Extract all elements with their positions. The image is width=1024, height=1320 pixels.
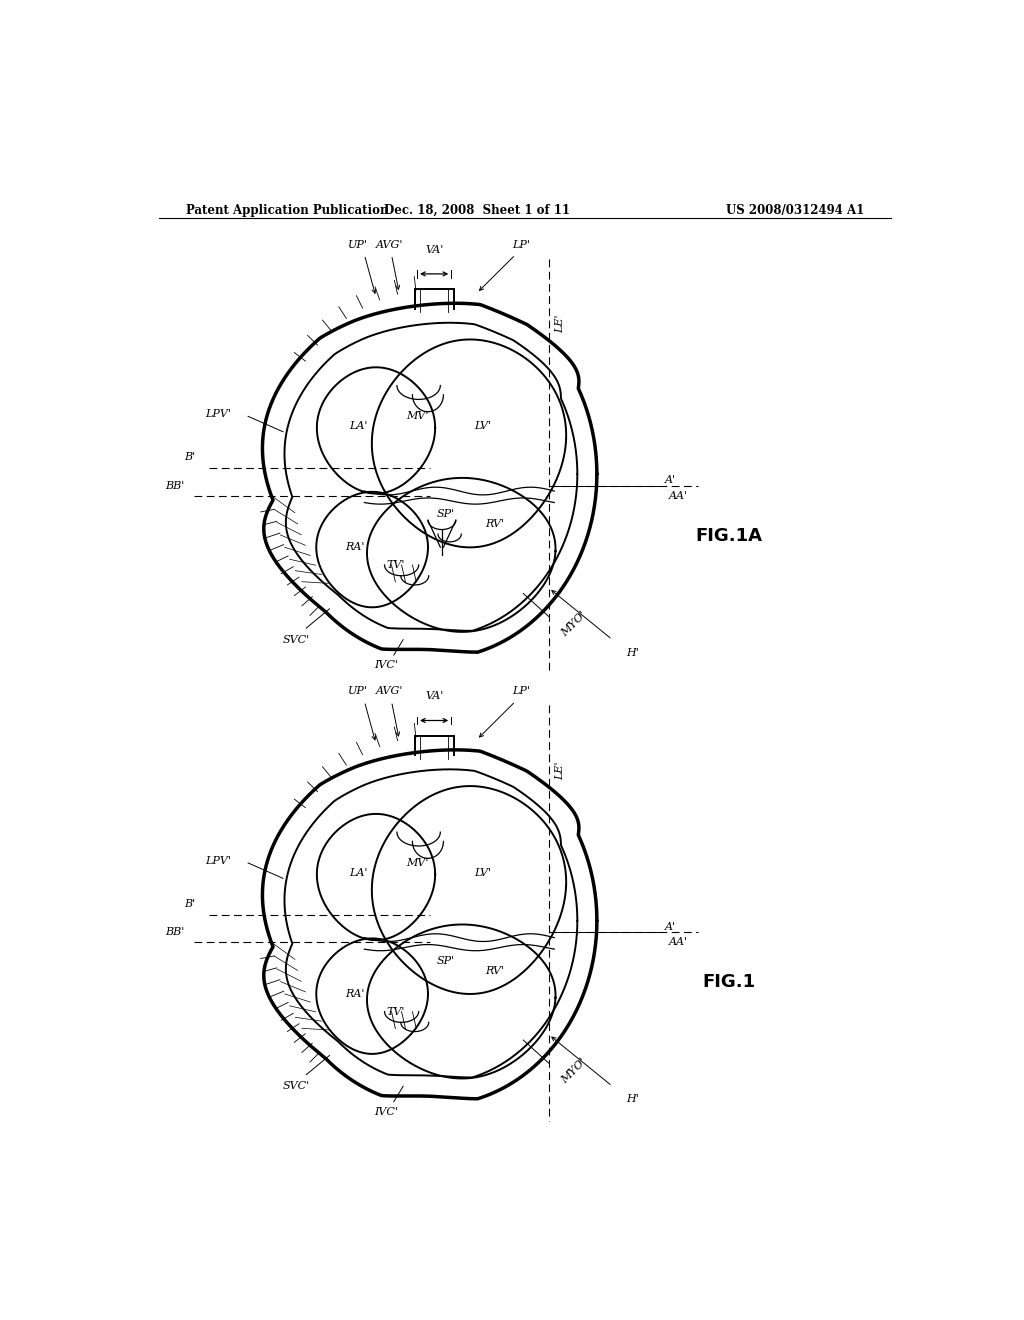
Text: BB': BB' <box>165 927 184 937</box>
Text: BB': BB' <box>165 480 184 491</box>
Text: FIG.1: FIG.1 <box>702 973 755 991</box>
Text: B': B' <box>184 899 196 908</box>
Text: LPV': LPV' <box>205 409 231 418</box>
Text: LPV': LPV' <box>205 855 231 866</box>
Text: A': A' <box>665 475 676 486</box>
Text: LE': LE' <box>555 762 564 780</box>
Text: Dec. 18, 2008  Sheet 1 of 11: Dec. 18, 2008 Sheet 1 of 11 <box>384 205 569 218</box>
Text: IVC': IVC' <box>374 1106 398 1117</box>
Text: SVC': SVC' <box>283 1081 309 1092</box>
Text: TV': TV' <box>386 1007 404 1016</box>
Text: Patent Application Publication: Patent Application Publication <box>186 205 389 218</box>
Text: US 2008/0312494 A1: US 2008/0312494 A1 <box>726 205 864 218</box>
Text: TV': TV' <box>386 560 404 570</box>
Text: FIG.1A: FIG.1A <box>695 527 762 545</box>
Text: MV': MV' <box>406 412 428 421</box>
Text: VA': VA' <box>425 244 443 255</box>
Text: SP': SP' <box>436 510 455 519</box>
Text: LV': LV' <box>474 869 490 878</box>
Text: MYO': MYO' <box>560 610 589 639</box>
Text: B': B' <box>184 453 196 462</box>
Text: RV': RV' <box>485 519 504 529</box>
Text: IVC': IVC' <box>374 660 398 671</box>
Text: MV': MV' <box>406 858 428 869</box>
Text: LP': LP' <box>512 686 529 696</box>
Text: AA': AA' <box>669 937 688 948</box>
Text: LA': LA' <box>349 869 368 878</box>
Text: AVG': AVG' <box>376 240 402 249</box>
Text: AVG': AVG' <box>376 686 402 696</box>
Text: MYO': MYO' <box>560 1056 589 1085</box>
Text: UP': UP' <box>348 240 368 249</box>
Text: LV': LV' <box>474 421 490 432</box>
Text: RA': RA' <box>345 543 365 552</box>
Text: H': H' <box>627 648 639 657</box>
Text: AA': AA' <box>669 491 688 500</box>
Text: H': H' <box>627 1094 639 1105</box>
Text: VA': VA' <box>425 692 443 701</box>
Text: A': A' <box>665 921 676 932</box>
Text: LE': LE' <box>555 314 564 333</box>
Text: LA': LA' <box>349 421 368 432</box>
Text: RV': RV' <box>485 966 504 975</box>
Text: SVC': SVC' <box>283 635 309 644</box>
Text: UP': UP' <box>348 686 368 696</box>
Text: RA': RA' <box>345 989 365 999</box>
Text: SP': SP' <box>436 956 455 966</box>
Text: LP': LP' <box>512 240 529 249</box>
